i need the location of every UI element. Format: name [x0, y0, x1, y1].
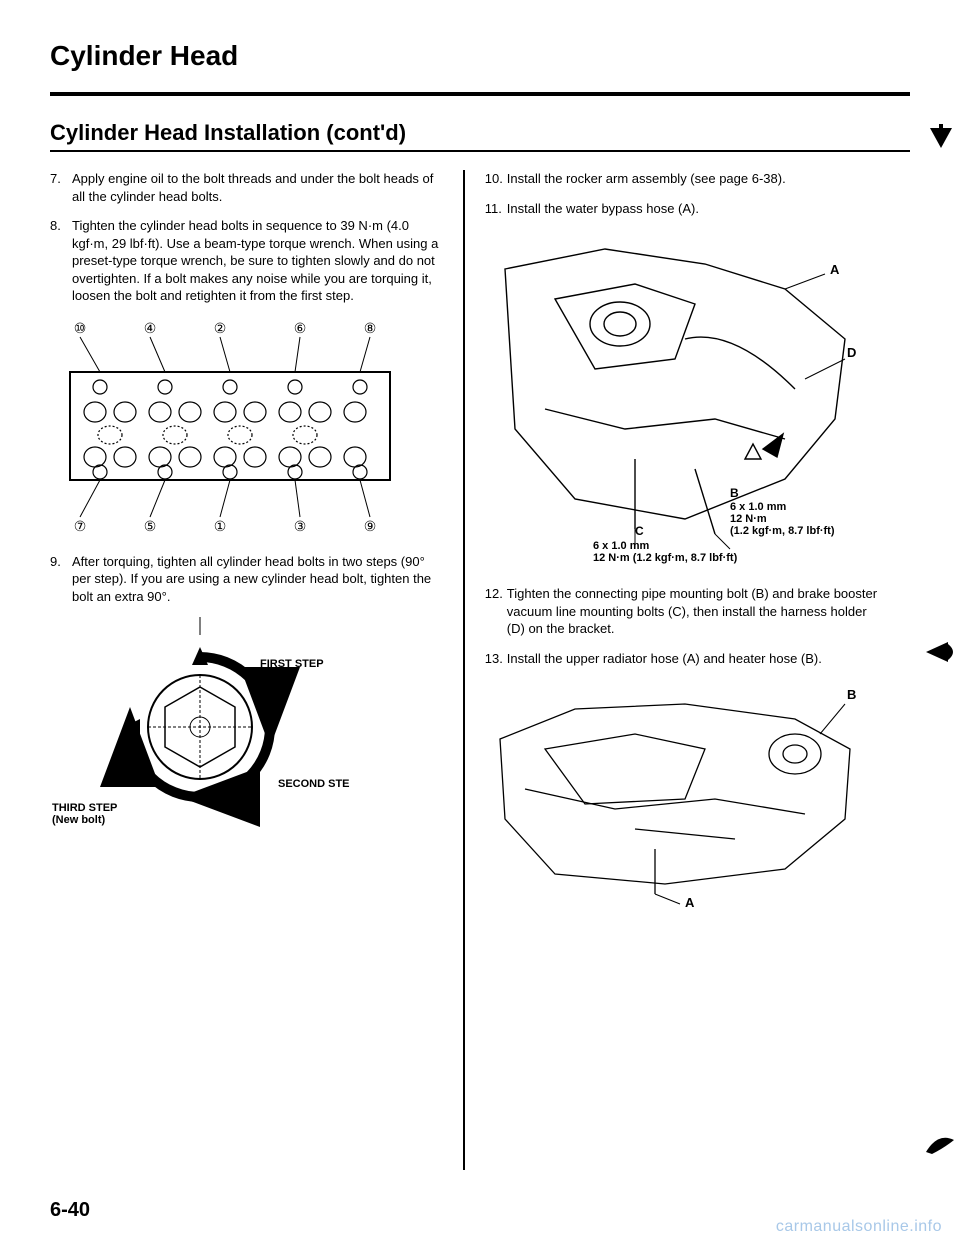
- callout-d: D: [847, 345, 856, 360]
- tighten-steps-figure: FIRST STEP SECOND STEP THIRD STEP (New b…: [50, 617, 443, 837]
- margin-mark-mid: [922, 640, 960, 669]
- column-right: 10. Install the rocker arm assembly (see…: [465, 170, 878, 1170]
- bolt-label: ⑧: [364, 320, 377, 336]
- margin-mark-bot: [922, 1130, 960, 1161]
- spec-b3: (1.2 kgf·m, 8.7 lbf·ft): [730, 525, 835, 537]
- callout-a2: A: [685, 895, 695, 909]
- step-number: 8.: [50, 217, 72, 305]
- bolt-label: ③: [294, 518, 307, 534]
- bolt-label: ⑦: [74, 518, 87, 534]
- step-text: Install the upper radiator hose (A) and …: [507, 650, 878, 668]
- step-number: 9.: [50, 553, 72, 606]
- step-13: 13. Install the upper radiator hose (A) …: [485, 650, 878, 668]
- step-text: Apply engine oil to the bolt threads and…: [72, 170, 443, 205]
- step-number: 13.: [485, 650, 507, 668]
- spec-b1: 6 x 1.0 mm: [730, 501, 786, 513]
- content-columns: 7. Apply engine oil to the bolt threads …: [50, 170, 910, 1170]
- watermark: carmanualsonline.info: [776, 1218, 942, 1236]
- step-7: 7. Apply engine oil to the bolt threads …: [50, 170, 443, 205]
- column-left: 7. Apply engine oil to the bolt threads …: [50, 170, 463, 1170]
- bolt-label: ②: [214, 320, 227, 336]
- step-number: 11.: [485, 200, 507, 218]
- first-step-label: FIRST STEP: [260, 658, 324, 670]
- step-12: 12. Tighten the connecting pipe mounting…: [485, 585, 878, 638]
- bolt-label: ⑨: [364, 518, 377, 534]
- callout-a: A: [830, 262, 840, 277]
- callout-b2: B: [847, 687, 856, 702]
- bolt-sequence-figure: ⑩ ④ ② ⑥ ⑧: [50, 317, 443, 537]
- margin-mark-top: [922, 124, 960, 159]
- step-9: 9. After torquing, tighten all cylinder …: [50, 553, 443, 606]
- step-11: 11. Install the water bypass hose (A).: [485, 200, 878, 218]
- bolt-label: ⑥: [294, 320, 307, 336]
- spec-c1: 6 x 1.0 mm: [593, 540, 649, 552]
- step-text: Tighten the connecting pipe mounting bol…: [507, 585, 878, 638]
- page-number: 6-40: [50, 1199, 90, 1222]
- step-8: 8. Tighten the cylinder head bolts in se…: [50, 217, 443, 305]
- third-step-label: THIRD STEP: [52, 802, 117, 814]
- title-rule: [50, 92, 910, 96]
- engine-figure-1: A D B 6 x 1.0 mm 12 N·m (1.2 kgf·m, 8.7 …: [485, 229, 878, 569]
- step-number: 10.: [485, 170, 507, 188]
- bolt-label: ⑩: [74, 320, 87, 336]
- engine-figure-2: B A: [485, 679, 878, 909]
- second-step-label: SECOND STEP: [278, 778, 350, 790]
- step-10: 10. Install the rocker arm assembly (see…: [485, 170, 878, 188]
- bolt-label: ④: [144, 320, 157, 336]
- callout-b: B: [730, 486, 739, 500]
- new-bolt-label: (New bolt): [52, 814, 105, 826]
- step-number: 7.: [50, 170, 72, 205]
- step-text: Install the rocker arm assembly (see pag…: [507, 170, 878, 188]
- spec-b2: 12 N·m: [730, 513, 767, 525]
- step-text: After torquing, tighten all cylinder hea…: [72, 553, 443, 606]
- step-text: Install the water bypass hose (A).: [507, 200, 878, 218]
- page-title: Cylinder Head: [50, 40, 910, 72]
- bolt-label: ⑤: [144, 518, 157, 534]
- bolt-label: ①: [214, 518, 227, 534]
- spec-c2: 12 N·m (1.2 kgf·m, 8.7 lbf·ft): [593, 552, 738, 564]
- step-text: Tighten the cylinder head bolts in seque…: [72, 217, 443, 305]
- step-number: 12.: [485, 585, 507, 638]
- callout-c: C: [635, 524, 644, 538]
- section-title: Cylinder Head Installation (cont'd): [50, 120, 910, 152]
